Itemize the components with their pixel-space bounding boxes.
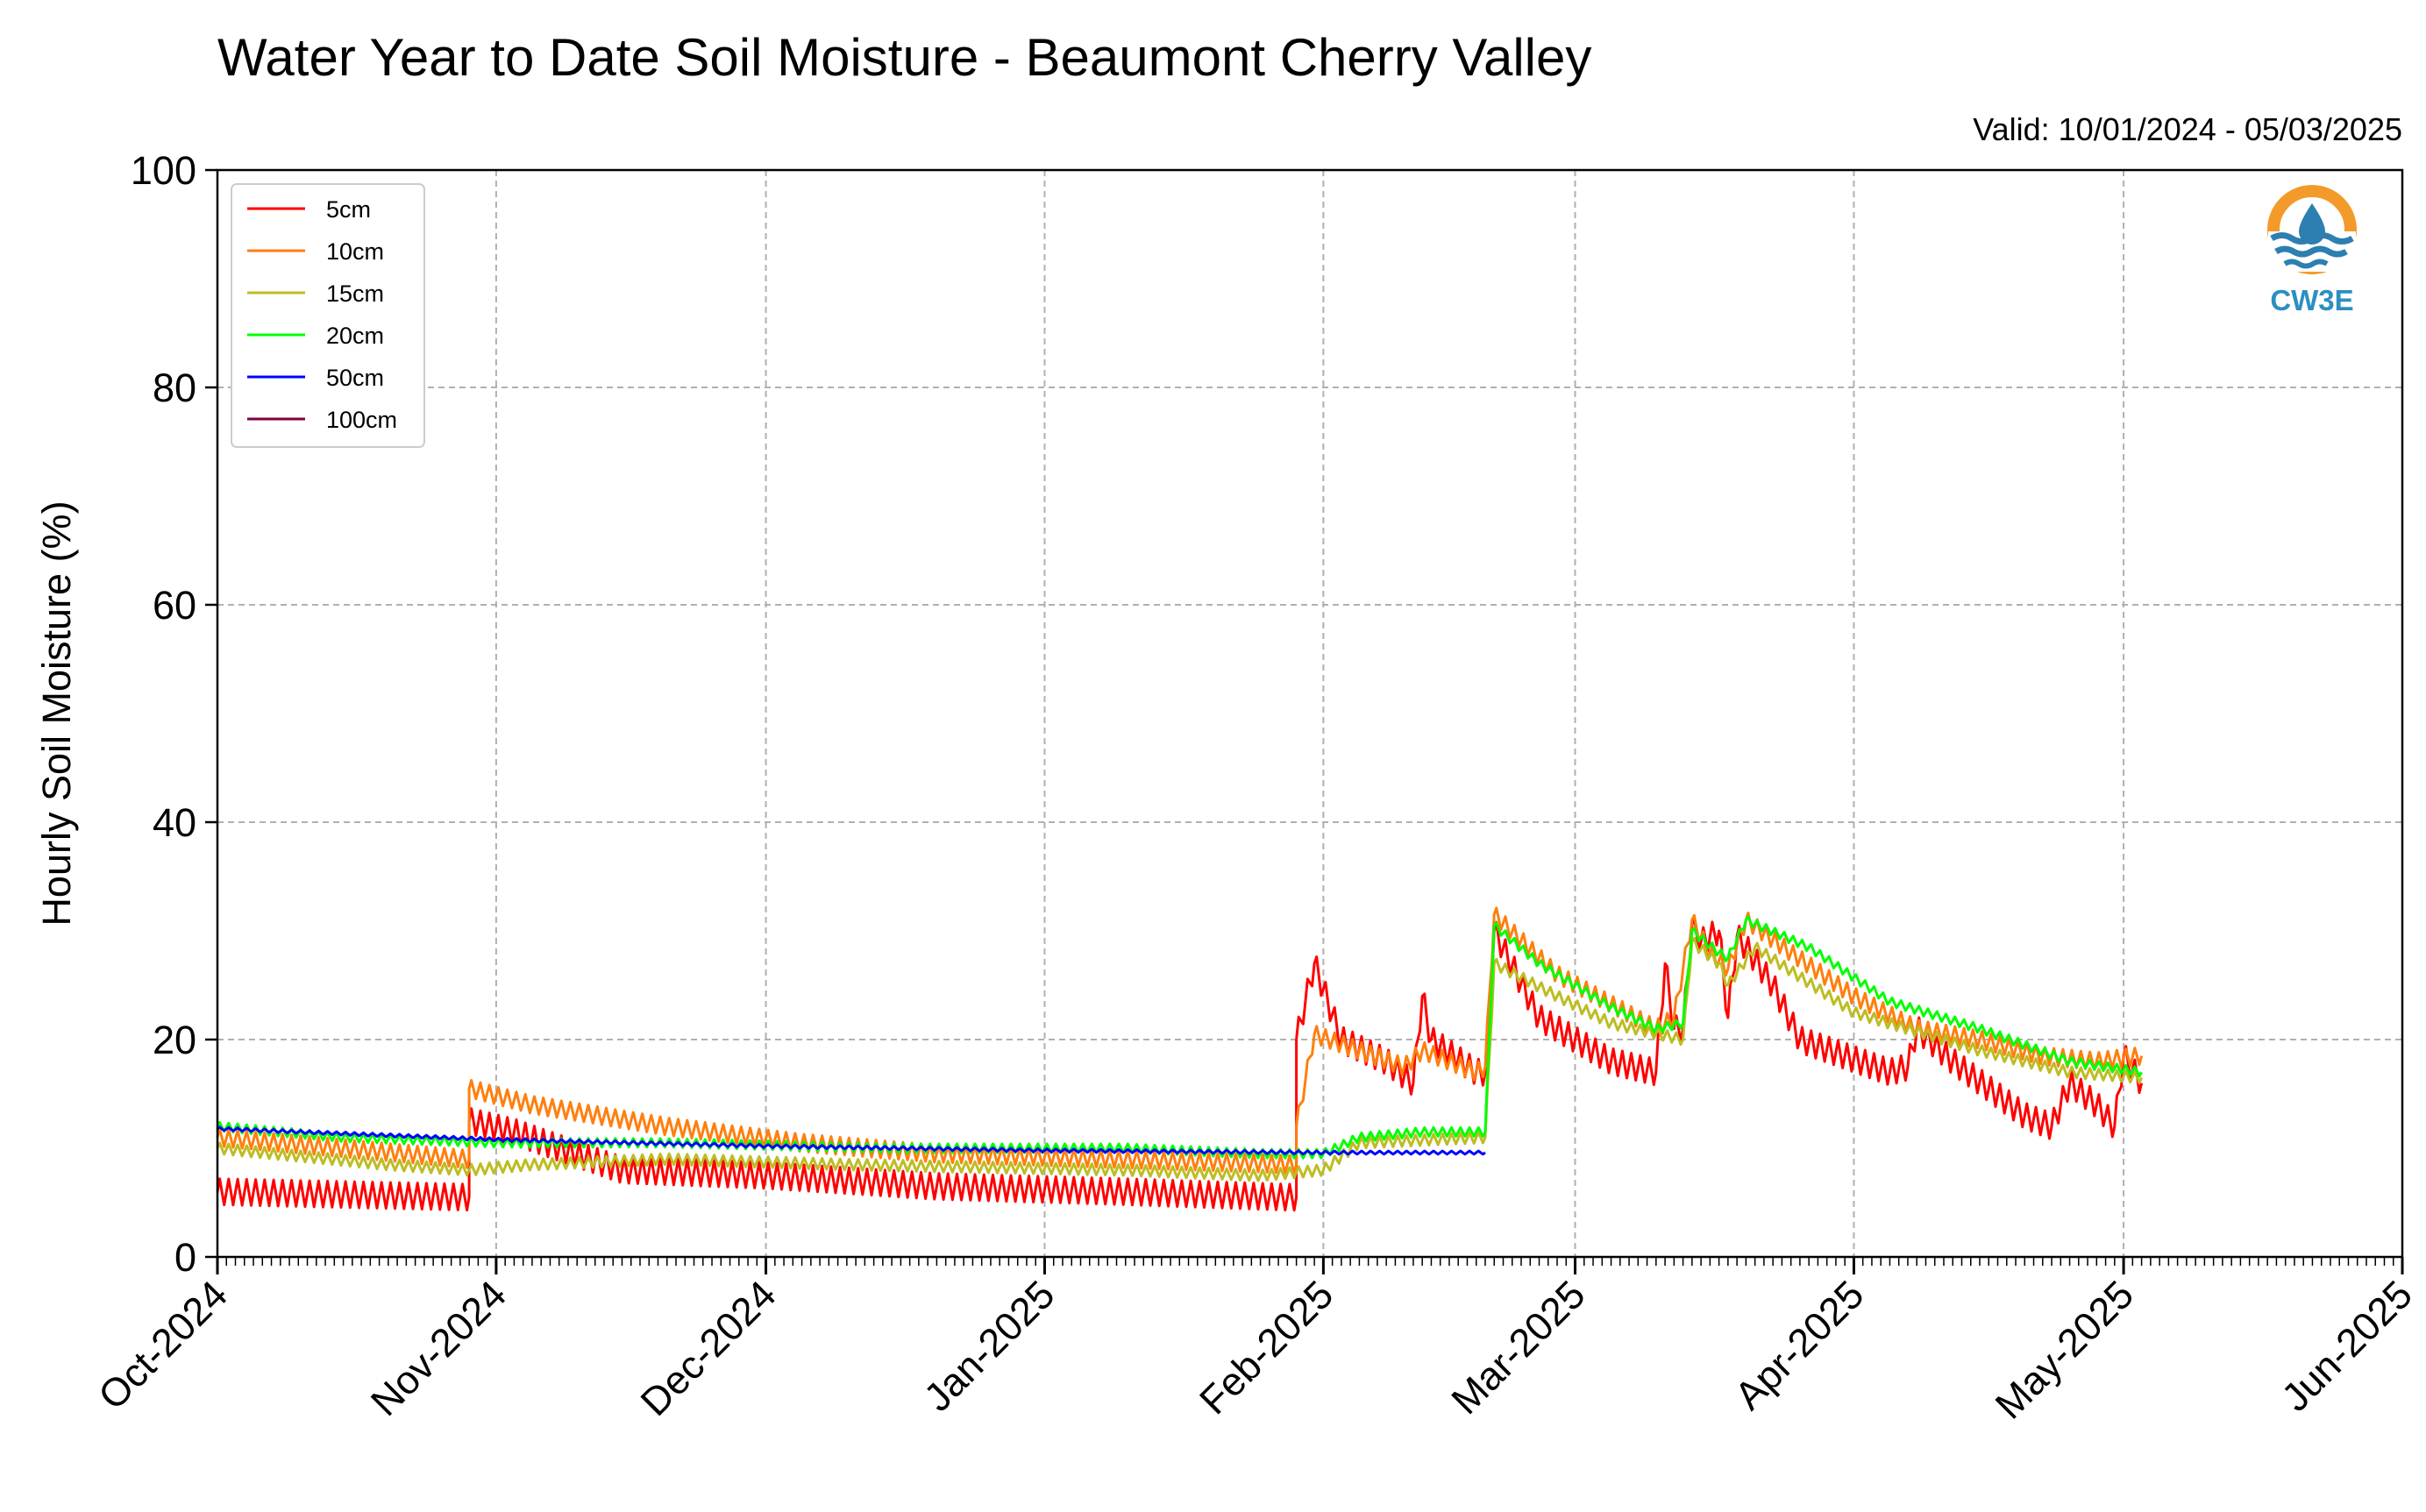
legend-label-15cm: 15cm (326, 280, 384, 307)
legend-label-100cm: 100cm (326, 407, 397, 433)
x-tick-label: Apr-2025 (1726, 1272, 1873, 1418)
x-tick-label: May-2025 (1987, 1272, 2143, 1428)
legend-label-50cm: 50cm (326, 365, 384, 391)
series-lines (216, 906, 2144, 1212)
y-tick-label: 20 (153, 1018, 196, 1062)
y-tick-label: 60 (153, 583, 196, 628)
x-tick-label: Mar-2025 (1442, 1272, 1593, 1423)
series-line-15cm (216, 936, 2143, 1182)
logo-wave-2 (2274, 245, 2348, 258)
x-tick-label: Jun-2025 (2273, 1272, 2421, 1420)
y-tick-label: 0 (174, 1235, 196, 1280)
x-tick-label: Jan-2025 (915, 1272, 1064, 1420)
plot-frame (216, 168, 2404, 1259)
x-tick-label: Oct-2024 (89, 1272, 236, 1418)
logo-wave-3 (2283, 259, 2329, 269)
legend-label-5cm: 5cm (326, 196, 371, 223)
valid-range: Valid: 10/01/2024 - 05/03/2025 (1973, 111, 2402, 147)
logo-text: CW3E (2270, 284, 2353, 316)
x-tick-label: Nov-2024 (362, 1272, 515, 1424)
y-tick-label: 80 (153, 366, 196, 410)
legend: 5cm 10cm 15cm 20cm 50cm 100cm (231, 183, 425, 448)
x-tick-label: Feb-2025 (1191, 1272, 1341, 1423)
x-tick-label: Dec-2024 (632, 1272, 785, 1424)
chart-title: Water Year to Date Soil Moisture - Beaum… (217, 28, 1591, 87)
series-line-50cm (217, 1125, 1486, 1156)
cw3e-logo: CW3E (2267, 185, 2357, 316)
y-tick-label: 40 (153, 800, 196, 845)
axes: 0 20 40 60 80 100 Oct-2024 Nov-2024 Dec-2024 Jan-… (89, 148, 2421, 1428)
legend-label-20cm: 20cm (326, 323, 384, 349)
y-axis-label: Hourly Soil Moisture (%) (34, 500, 79, 926)
water-drop-icon (2299, 203, 2325, 245)
grid-lines (217, 170, 2402, 1257)
y-tick-label: 100 (131, 148, 196, 193)
legend-label-10cm: 10cm (326, 238, 384, 265)
series-line-10cm (216, 906, 2144, 1175)
